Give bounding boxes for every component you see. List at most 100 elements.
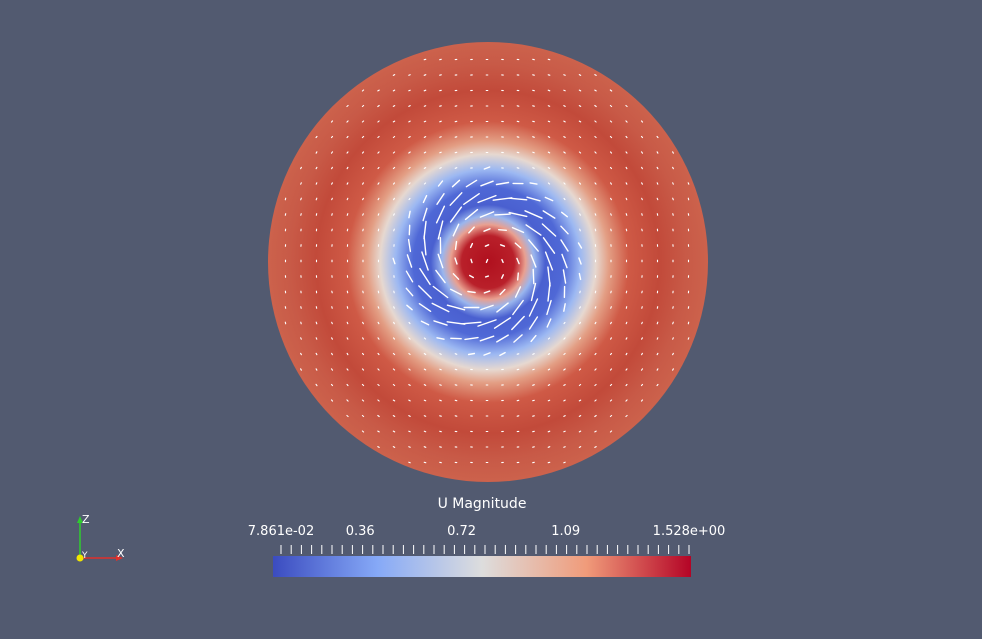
velocity-glyph xyxy=(346,151,349,154)
velocity-glyph xyxy=(625,414,628,418)
velocity-glyph xyxy=(501,274,504,279)
velocity-glyph xyxy=(594,306,597,309)
velocity-glyph xyxy=(452,273,460,280)
colorbar-title: U Magnitude xyxy=(437,496,527,512)
velocity-glyph xyxy=(511,226,525,234)
velocity-glyph xyxy=(454,240,458,251)
velocity-glyph xyxy=(423,399,427,402)
velocity-glyph xyxy=(563,197,566,201)
velocity-glyph xyxy=(315,135,318,139)
velocity-glyph xyxy=(423,136,427,138)
velocity-glyph xyxy=(609,430,613,433)
velocity-glyph xyxy=(546,299,552,316)
velocity-glyph xyxy=(454,353,458,355)
velocity-glyph xyxy=(579,228,581,232)
velocity-glyph xyxy=(408,182,411,185)
velocity-glyph xyxy=(346,166,349,170)
velocity-glyph xyxy=(547,182,551,185)
velocity-glyph xyxy=(436,192,445,206)
y-axis-label: Y xyxy=(81,551,88,561)
velocity-glyph xyxy=(463,192,480,206)
velocity-glyph xyxy=(672,321,674,325)
velocity-glyph xyxy=(672,337,674,340)
velocity-glyph xyxy=(594,213,597,216)
velocity-glyph xyxy=(346,321,349,325)
velocity-glyph xyxy=(532,136,535,138)
velocity-glyph xyxy=(563,352,566,356)
velocity-glyph xyxy=(377,368,380,371)
velocity-glyph xyxy=(392,166,396,170)
velocity-glyph xyxy=(495,181,510,186)
velocity-glyph xyxy=(377,430,380,433)
velocity-glyph xyxy=(408,74,411,76)
velocity-glyph xyxy=(610,197,612,201)
velocity-glyph xyxy=(408,352,411,356)
velocity-glyph xyxy=(526,196,541,202)
velocity-glyph xyxy=(361,104,365,108)
velocity-glyph xyxy=(578,446,582,448)
velocity-glyph xyxy=(315,182,318,185)
velocity-glyph xyxy=(547,89,551,92)
velocity-glyph xyxy=(563,399,566,402)
velocity-glyph xyxy=(408,151,411,154)
velocity-glyph xyxy=(525,224,542,236)
velocity-glyph xyxy=(547,136,551,138)
velocity-glyph xyxy=(423,74,427,76)
velocity-glyph xyxy=(433,320,448,326)
velocity-glyph xyxy=(392,151,396,154)
velocity-glyph xyxy=(331,197,333,201)
velocity-glyph xyxy=(484,244,490,247)
velocity-glyph xyxy=(361,383,365,387)
velocity-glyph xyxy=(423,368,427,371)
colorbar-tick-label: 7.861e-02 xyxy=(247,524,315,539)
velocity-glyph xyxy=(578,272,582,281)
velocity-glyph xyxy=(392,446,396,448)
velocity-glyph xyxy=(393,197,395,201)
velocity-glyph xyxy=(361,89,365,92)
velocity-glyph xyxy=(672,166,674,170)
velocity-glyph xyxy=(346,368,349,371)
velocity-glyph xyxy=(547,151,551,154)
velocity-glyph xyxy=(544,251,554,271)
velocity-glyph xyxy=(547,120,551,123)
velocity-glyph xyxy=(577,242,583,249)
velocity-glyph xyxy=(640,135,644,139)
velocity-glyph xyxy=(641,352,643,356)
velocity-glyph xyxy=(423,430,427,433)
velocity-glyph xyxy=(362,321,364,325)
velocity-glyph xyxy=(640,120,644,123)
velocity-glyph xyxy=(524,210,543,219)
velocity-glyph xyxy=(641,182,643,185)
velocity-glyph xyxy=(361,352,365,356)
velocity-glyph xyxy=(377,120,380,123)
velocity-glyph xyxy=(300,197,302,201)
velocity-glyph xyxy=(331,166,333,170)
velocity-glyph xyxy=(315,166,318,170)
velocity-glyph xyxy=(418,303,432,312)
velocity-glyph xyxy=(547,368,551,371)
velocity-glyph xyxy=(563,384,566,386)
velocity-glyph xyxy=(408,399,411,402)
velocity-glyph xyxy=(546,318,552,328)
velocity-glyph xyxy=(479,211,495,218)
velocity-glyph xyxy=(439,353,442,355)
velocity-glyph xyxy=(346,414,349,418)
velocity-glyph xyxy=(437,253,444,269)
velocity-glyph xyxy=(420,320,430,326)
velocity-glyph xyxy=(435,205,446,224)
velocity-glyph xyxy=(423,151,427,154)
velocity-glyph xyxy=(498,228,507,232)
velocity-glyph xyxy=(578,89,582,92)
velocity-glyph xyxy=(483,352,491,356)
velocity-glyph xyxy=(656,135,659,139)
velocity-glyph xyxy=(439,384,442,386)
velocity-glyph xyxy=(315,368,318,371)
velocity-glyph xyxy=(468,226,475,234)
velocity-glyph xyxy=(461,321,482,325)
velocity-glyph xyxy=(479,335,495,342)
velocity-glyph xyxy=(563,461,566,464)
velocity-glyph xyxy=(641,321,643,325)
velocity-glyph xyxy=(578,166,582,170)
velocity-glyph xyxy=(331,182,333,185)
